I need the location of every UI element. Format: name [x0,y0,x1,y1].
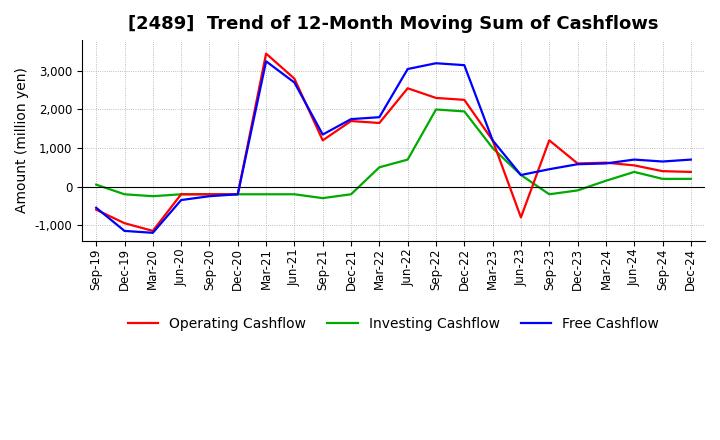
Free Cashflow [488,138,497,143]
Investing Cashflow [290,192,299,197]
Operating Cashflow [290,76,299,81]
Free Cashflow [432,61,441,66]
Operating Cashflow [375,120,384,125]
Free Cashflow [573,161,582,167]
Investing Cashflow [602,178,611,183]
Legend: Operating Cashflow, Investing Cashflow, Free Cashflow: Operating Cashflow, Investing Cashflow, … [122,312,665,337]
Investing Cashflow [517,172,526,178]
Investing Cashflow [687,176,696,182]
Investing Cashflow [148,194,157,199]
Investing Cashflow [432,107,441,112]
Free Cashflow [460,62,469,68]
Operating Cashflow [658,169,667,174]
Investing Cashflow [630,169,639,175]
Free Cashflow [658,159,667,164]
Free Cashflow [403,66,412,72]
Operating Cashflow [262,51,271,56]
Line: Investing Cashflow: Investing Cashflow [96,110,691,198]
Operating Cashflow [432,95,441,101]
Free Cashflow [517,172,526,178]
Operating Cashflow [177,192,186,197]
Investing Cashflow [92,182,101,187]
Investing Cashflow [318,195,327,201]
Operating Cashflow [233,192,242,197]
Operating Cashflow [403,86,412,91]
Free Cashflow [375,114,384,120]
Investing Cashflow [460,109,469,114]
Operating Cashflow [687,169,696,175]
Operating Cashflow [630,163,639,168]
Operating Cashflow [602,160,611,165]
Investing Cashflow [347,192,356,197]
Operating Cashflow [488,138,497,143]
Line: Operating Cashflow: Operating Cashflow [96,54,691,231]
Free Cashflow [545,167,554,172]
Free Cashflow [233,192,242,197]
Y-axis label: Amount (million yen): Amount (million yen) [15,67,29,213]
Operating Cashflow [318,138,327,143]
Free Cashflow [290,80,299,85]
Operating Cashflow [573,161,582,166]
Free Cashflow [262,59,271,64]
Free Cashflow [347,117,356,122]
Operating Cashflow [120,220,129,226]
Free Cashflow [687,157,696,162]
Free Cashflow [602,161,611,166]
Free Cashflow [177,198,186,203]
Operating Cashflow [148,228,157,234]
Free Cashflow [148,230,157,235]
Investing Cashflow [177,192,186,197]
Operating Cashflow [205,192,214,197]
Free Cashflow [92,205,101,210]
Operating Cashflow [460,97,469,103]
Investing Cashflow [658,176,667,182]
Investing Cashflow [375,165,384,170]
Investing Cashflow [403,157,412,162]
Investing Cashflow [573,188,582,193]
Free Cashflow [630,157,639,162]
Investing Cashflow [262,192,271,197]
Investing Cashflow [120,192,129,197]
Line: Free Cashflow: Free Cashflow [96,61,691,233]
Investing Cashflow [488,145,497,150]
Investing Cashflow [545,192,554,197]
Investing Cashflow [233,192,242,197]
Operating Cashflow [92,207,101,213]
Operating Cashflow [545,138,554,143]
Free Cashflow [205,194,214,199]
Operating Cashflow [517,215,526,220]
Title: [2489]  Trend of 12-Month Moving Sum of Cashflows: [2489] Trend of 12-Month Moving Sum of C… [128,15,659,33]
Investing Cashflow [205,192,214,197]
Operating Cashflow [347,118,356,124]
Free Cashflow [318,132,327,137]
Free Cashflow [120,228,129,234]
